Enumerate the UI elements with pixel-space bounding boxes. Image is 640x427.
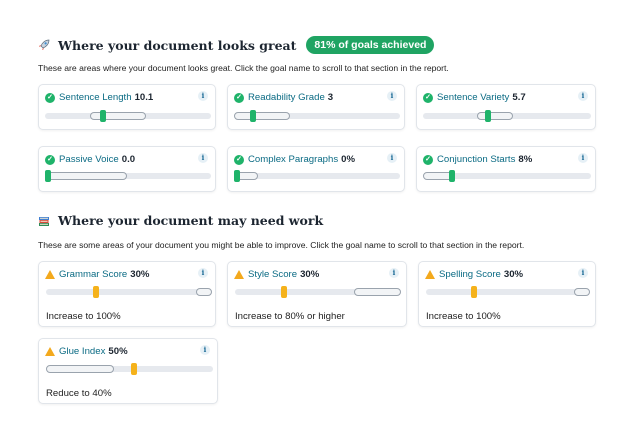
goal-target-range bbox=[90, 112, 146, 120]
goal-card-passive-voice: ✓ Passive Voice 0.0 i bbox=[38, 146, 216, 192]
goal-title[interactable]: Glue Index 50% bbox=[45, 346, 128, 357]
goal-target-range bbox=[45, 172, 127, 180]
goal-range-track bbox=[426, 289, 590, 295]
rocket-icon bbox=[39, 39, 50, 50]
info-icon[interactable]: i bbox=[198, 268, 208, 278]
goal-name[interactable]: Passive Voice bbox=[59, 154, 119, 165]
goal-value: 30% bbox=[503, 269, 524, 280]
goal-title[interactable]: ✓ Readability Grade 3 bbox=[234, 92, 333, 103]
info-icon[interactable]: i bbox=[387, 91, 397, 101]
goal-target-range bbox=[354, 288, 401, 296]
goal-marker bbox=[93, 286, 99, 298]
goal-advice: Increase to 100% bbox=[46, 311, 121, 322]
info-icon[interactable]: i bbox=[200, 345, 210, 355]
goal-title[interactable]: ✓ Passive Voice 0.0 bbox=[45, 154, 135, 165]
check-icon: ✓ bbox=[234, 92, 244, 103]
work-section-header: Where your document may need work bbox=[38, 213, 323, 228]
warning-icon bbox=[425, 270, 435, 279]
goal-title[interactable]: ✓ Sentence Length 10.1 bbox=[45, 92, 153, 103]
goal-advice: Reduce to 40% bbox=[46, 388, 112, 399]
goal-range-track bbox=[235, 289, 401, 295]
goal-title[interactable]: Grammar Score 30% bbox=[45, 269, 149, 280]
info-icon[interactable]: i bbox=[578, 91, 588, 101]
info-icon[interactable]: i bbox=[198, 153, 208, 163]
goal-target-range bbox=[477, 112, 513, 120]
goal-name[interactable]: Grammar Score bbox=[59, 269, 128, 280]
goal-target-range bbox=[574, 288, 590, 296]
goal-target-range bbox=[234, 112, 290, 120]
goal-marker bbox=[281, 286, 287, 298]
check-icon: ✓ bbox=[423, 92, 433, 103]
goal-title[interactable]: Style Score 30% bbox=[234, 269, 319, 280]
goal-name[interactable]: Readability Grade bbox=[248, 92, 325, 103]
goal-value: 30% bbox=[130, 269, 150, 280]
goal-value: 30% bbox=[300, 269, 320, 280]
goal-value: 50% bbox=[108, 346, 128, 357]
goal-marker bbox=[100, 110, 106, 122]
info-icon[interactable]: i bbox=[198, 91, 208, 101]
goal-card-glue-index: Glue Index 50% i Reduce to 40% bbox=[38, 338, 218, 404]
great-section-title: Where your document looks great bbox=[58, 37, 297, 53]
great-section-description: These are areas where your document look… bbox=[38, 63, 449, 73]
goal-card-style-score: Style Score 30% i Increase to 80% or hig… bbox=[227, 261, 407, 327]
goal-title[interactable]: ✓ Sentence Variety 5.7 bbox=[423, 92, 526, 103]
warning-icon bbox=[234, 270, 244, 279]
goal-value: 3 bbox=[327, 92, 334, 103]
goal-value: 8% bbox=[518, 154, 533, 165]
goal-advice: Increase to 80% or higher bbox=[235, 311, 345, 322]
goal-marker bbox=[131, 363, 137, 375]
info-icon[interactable]: i bbox=[578, 268, 588, 278]
goal-marker bbox=[485, 110, 491, 122]
check-icon: ✓ bbox=[45, 92, 55, 103]
goal-title[interactable]: Spelling Score 30% bbox=[425, 269, 523, 280]
check-icon: ✓ bbox=[423, 154, 433, 165]
info-icon[interactable]: i bbox=[389, 268, 399, 278]
great-section-header: Where your document looks great 81% of g… bbox=[38, 36, 435, 54]
goal-marker bbox=[449, 170, 455, 182]
goal-name[interactable]: Glue Index bbox=[59, 346, 106, 357]
goal-value: 10.1 bbox=[134, 92, 154, 103]
info-icon[interactable]: i bbox=[578, 153, 588, 163]
goal-marker bbox=[45, 170, 51, 182]
goal-name[interactable]: Sentence Length bbox=[59, 92, 132, 103]
goal-card-complex-paragraphs: ✓ Complex Paragraphs 0% i bbox=[227, 146, 405, 192]
work-section-title: Where your document may need work bbox=[58, 213, 324, 228]
goal-value: 0.0 bbox=[121, 154, 136, 165]
goal-name[interactable]: Spelling Score bbox=[439, 269, 501, 280]
goal-marker bbox=[471, 286, 477, 298]
goal-target-range bbox=[46, 365, 114, 373]
goal-card-sentence-variety: ✓ Sentence Variety 5.7 i bbox=[416, 84, 596, 130]
work-section-description: These are some areas of your document yo… bbox=[38, 240, 525, 250]
goal-card-sentence-length: ✓ Sentence Length 10.1 i bbox=[38, 84, 216, 130]
goal-card-spelling-score: Spelling Score 30% i Increase to 100% bbox=[418, 261, 596, 327]
goal-name[interactable]: Conjunction Starts bbox=[437, 154, 516, 165]
goal-name[interactable]: Complex Paragraphs bbox=[248, 154, 339, 165]
goal-marker bbox=[250, 110, 256, 122]
info-icon[interactable]: i bbox=[387, 153, 397, 163]
goal-card-readability-grade: ✓ Readability Grade 3 i bbox=[227, 84, 405, 130]
goals-achieved-badge: 81% of goals achieved bbox=[306, 36, 435, 54]
goal-title[interactable]: ✓ Conjunction Starts 8% bbox=[423, 154, 532, 165]
goal-advice: Increase to 100% bbox=[426, 311, 501, 322]
goal-title[interactable]: ✓ Complex Paragraphs 0% bbox=[234, 154, 355, 165]
goal-card-grammar-score: Grammar Score 30% i Increase to 100% bbox=[38, 261, 216, 327]
goal-name[interactable]: Sentence Variety bbox=[437, 92, 510, 103]
goal-marker bbox=[234, 170, 240, 182]
goal-value: 0% bbox=[341, 154, 355, 165]
goal-range-track bbox=[234, 173, 400, 179]
goal-name[interactable]: Style Score bbox=[248, 269, 298, 280]
goal-value: 5.7 bbox=[512, 92, 526, 103]
goal-card-conjunction-starts: ✓ Conjunction Starts 8% i bbox=[416, 146, 596, 192]
goal-target-range bbox=[196, 288, 212, 296]
goal-range-track bbox=[46, 366, 213, 372]
goal-range-track bbox=[234, 113, 400, 119]
check-icon: ✓ bbox=[234, 154, 244, 165]
warning-icon bbox=[45, 270, 55, 279]
check-icon: ✓ bbox=[45, 154, 55, 165]
goal-range-track bbox=[423, 173, 591, 179]
warning-icon bbox=[45, 347, 55, 356]
books-icon bbox=[39, 216, 49, 226]
goal-range-track bbox=[45, 173, 211, 179]
goal-range-track bbox=[46, 289, 212, 295]
